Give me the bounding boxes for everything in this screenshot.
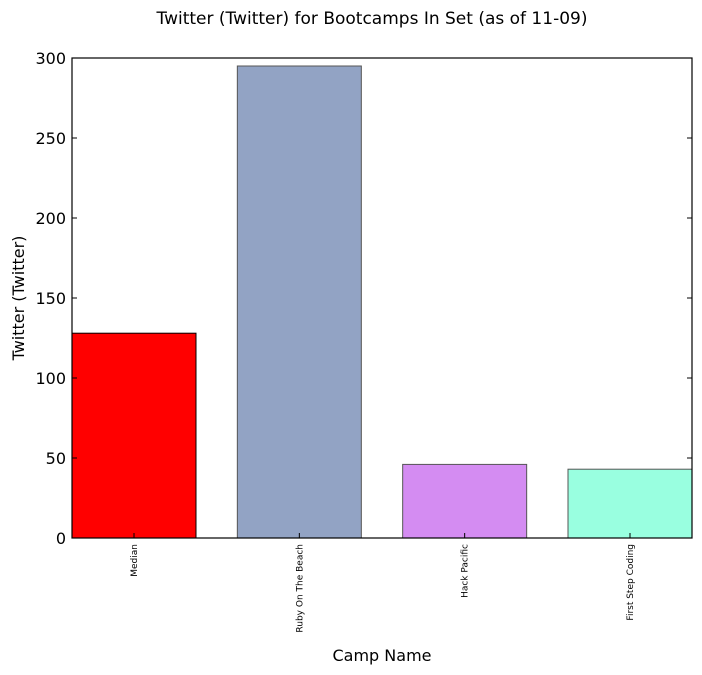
x-tick-label: First Step Coding: [626, 544, 636, 621]
y-tick-label: 300: [35, 49, 66, 68]
chart-title: Twitter (Twitter) for Bootcamps In Set (…: [156, 9, 588, 29]
y-tick-label: 50: [46, 449, 66, 468]
y-axis-label: Twitter (Twitter): [9, 236, 28, 362]
y-tick-label: 100: [35, 369, 66, 388]
x-tick-label: Median: [130, 544, 140, 577]
bar-median: [71, 332, 197, 539]
x-tick-label: Ruby On The Beach: [295, 544, 305, 633]
bar-ruby-on-the-beach: [236, 65, 362, 539]
bars-group: [71, 65, 693, 539]
y-tick-label: 250: [35, 129, 66, 148]
bar-hack-pacific: [402, 463, 528, 539]
x-axis-ticks: Median Ruby On The Beach Hack Pacific First…: [130, 533, 636, 633]
x-axis-label: Camp Name: [332, 646, 431, 665]
x-tick-label: Hack Pacific: [461, 544, 471, 598]
y-tick-label: 0: [56, 529, 66, 548]
y-axis-ticks: 0 50 100 150 200 250 300: [35, 49, 692, 548]
y-tick-label: 150: [35, 289, 66, 308]
bar-first-step-coding: [567, 468, 693, 539]
y-tick-label: 200: [35, 209, 66, 228]
